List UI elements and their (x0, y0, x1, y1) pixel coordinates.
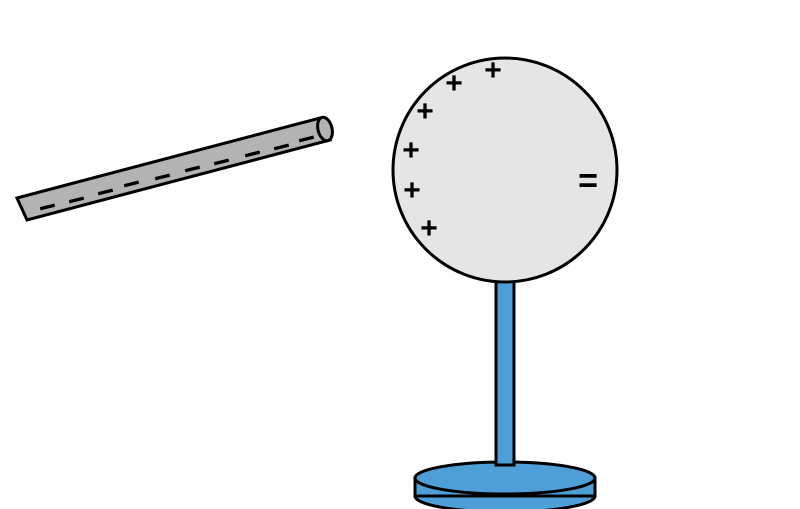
positive-charge-4: + (445, 67, 463, 100)
equals-sign: = (578, 162, 598, 200)
electroscope-stem (496, 280, 514, 465)
base-top (415, 462, 595, 494)
canvas-background (0, 0, 800, 509)
positive-charge-2: + (402, 134, 420, 167)
positive-charge-1: + (403, 174, 421, 207)
positive-charge-0: + (420, 212, 438, 245)
electroscope-base (415, 462, 595, 509)
positive-charge-5: + (484, 54, 502, 87)
positive-charge-3: + (416, 95, 434, 128)
